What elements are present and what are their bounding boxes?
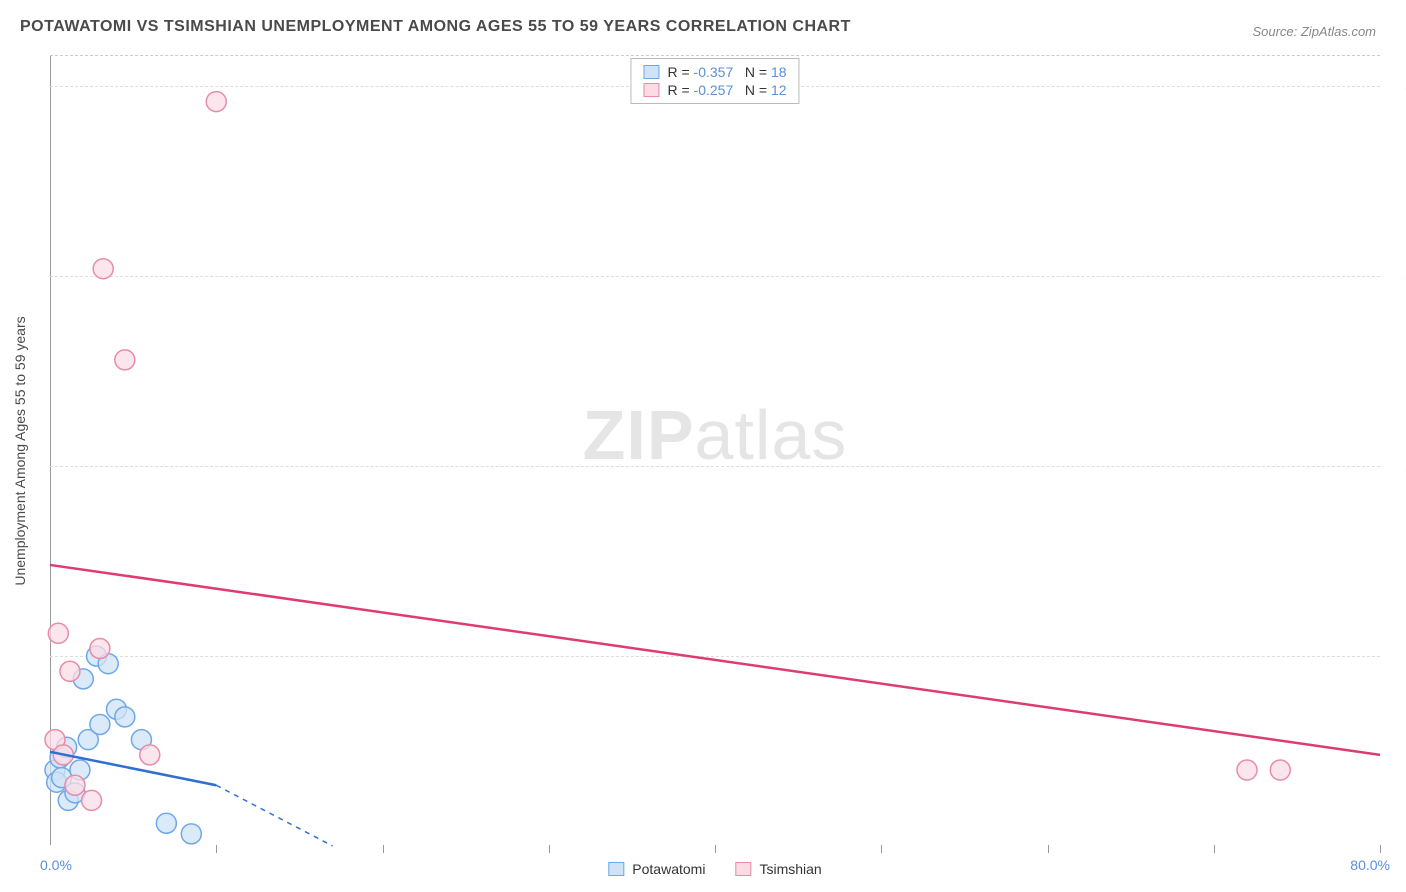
x-tick: [549, 845, 550, 853]
y-tick-label: 37.5%: [1390, 268, 1406, 284]
data-point: [65, 775, 85, 795]
x-tick: [1048, 845, 1049, 853]
swatch-icon: [643, 65, 659, 79]
data-point: [156, 813, 176, 833]
legend-item: Potawatomi: [608, 861, 705, 877]
data-point: [93, 259, 113, 279]
swatch-icon: [643, 83, 659, 97]
data-point: [90, 714, 110, 734]
y-tick-label: 50.0%: [1390, 78, 1406, 94]
x-tick: [383, 845, 384, 853]
x-tick: [1380, 845, 1381, 853]
y-tick-label: 12.5%: [1390, 648, 1406, 664]
swatch-icon: [608, 862, 624, 876]
data-point: [90, 639, 110, 659]
legend-item: Tsimshian: [735, 861, 821, 877]
x-min-label: 0.0%: [40, 857, 72, 873]
data-point: [206, 92, 226, 112]
data-point: [115, 350, 135, 370]
source-label: Source: ZipAtlas.com: [1252, 24, 1376, 39]
data-point: [140, 745, 160, 765]
x-tick: [881, 845, 882, 853]
data-point: [1237, 760, 1257, 780]
legend: Potawatomi Tsimshian: [608, 861, 821, 877]
chart-title: POTAWATOMI VS TSIMSHIAN UNEMPLOYMENT AMO…: [20, 18, 851, 36]
data-point: [82, 790, 102, 810]
data-point: [60, 661, 80, 681]
chart-area: Unemployment Among Ages 55 to 59 years Z…: [50, 55, 1380, 845]
x-max-label: 80.0%: [1350, 857, 1390, 873]
x-tick: [216, 845, 217, 853]
x-tick: [715, 845, 716, 853]
trend-line-extrapolated: [216, 785, 332, 846]
y-tick-label: 25.0%: [1390, 458, 1406, 474]
x-tick: [1214, 845, 1215, 853]
y-axis-title: Unemployment Among Ages 55 to 59 years: [12, 316, 28, 585]
trend-line: [50, 565, 1380, 755]
data-point: [115, 707, 135, 727]
swatch-icon: [735, 862, 751, 876]
data-point: [48, 623, 68, 643]
data-point: [181, 824, 201, 844]
data-point: [1270, 760, 1290, 780]
stats-row: R = -0.357 N = 18: [639, 63, 790, 81]
scatter-plot: [50, 56, 1380, 845]
stats-row: R = -0.257 N = 12: [639, 81, 790, 99]
stats-box: R = -0.357 N = 18 R = -0.257 N = 12: [630, 58, 799, 104]
